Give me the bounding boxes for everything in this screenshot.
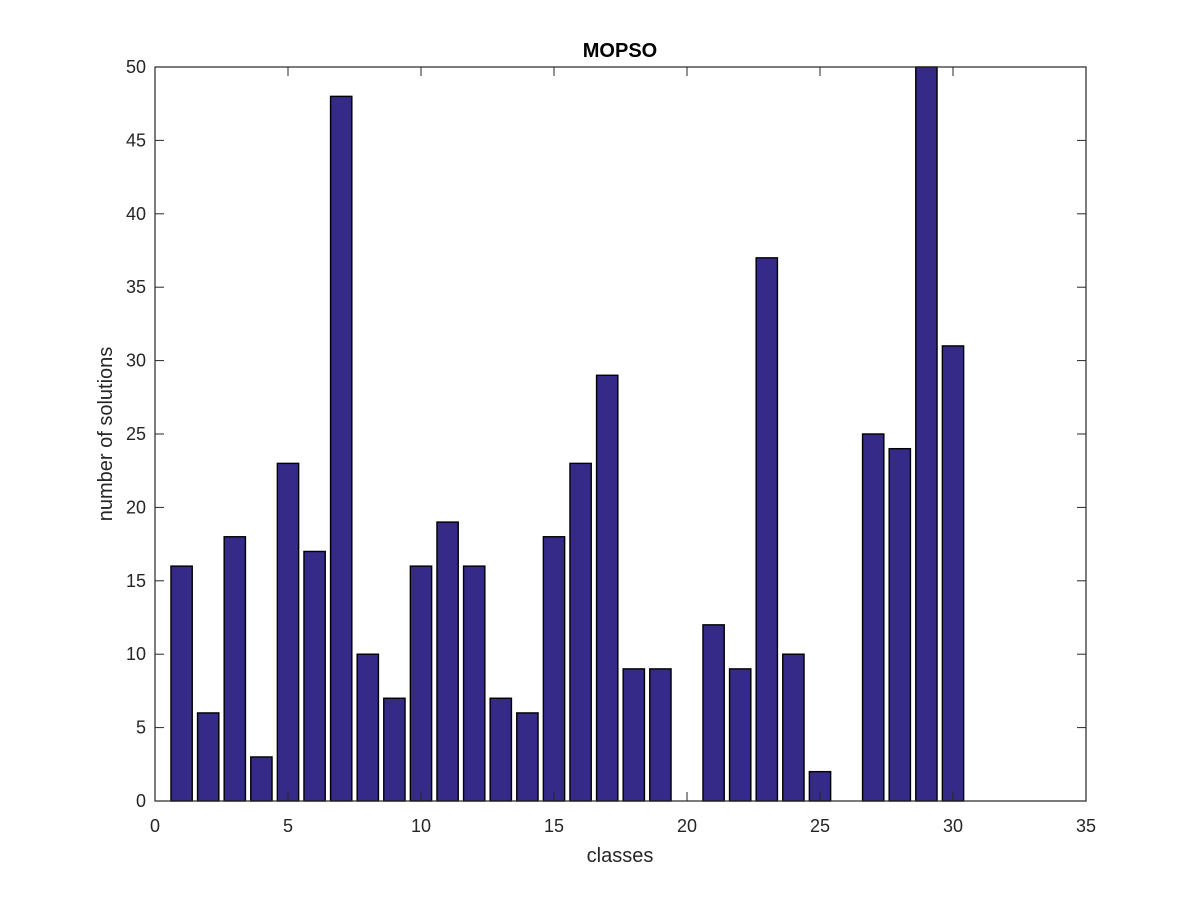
y-tick-label: 25 xyxy=(126,424,146,444)
bar xyxy=(356,653,380,802)
bar xyxy=(409,565,433,802)
bar xyxy=(250,756,273,802)
bar xyxy=(489,697,513,802)
x-tick-label: 0 xyxy=(150,816,160,836)
bar xyxy=(782,653,805,802)
bar xyxy=(223,536,247,802)
x-tick-label: 30 xyxy=(943,816,963,836)
bar xyxy=(383,697,406,802)
x-tick-label: 20 xyxy=(677,816,697,836)
bar xyxy=(569,462,592,802)
bar xyxy=(649,668,672,802)
bar xyxy=(276,462,300,802)
bar xyxy=(436,521,459,802)
y-tick-label: 15 xyxy=(126,571,146,591)
bar xyxy=(915,66,938,802)
bar xyxy=(329,95,353,802)
y-tick-label: 50 xyxy=(126,57,146,77)
bar xyxy=(196,712,220,802)
x-axis-label: classes xyxy=(587,845,654,867)
y-tick-label: 10 xyxy=(126,644,146,664)
bar xyxy=(941,345,965,802)
y-tick-label: 45 xyxy=(126,130,146,150)
bar xyxy=(622,668,646,802)
x-tick-label: 25 xyxy=(810,816,830,836)
y-tick-label: 40 xyxy=(126,204,146,224)
bar xyxy=(170,565,193,802)
bar xyxy=(728,668,752,802)
y-tick-label: 35 xyxy=(126,277,146,297)
y-tick-label: 20 xyxy=(126,497,146,517)
bar xyxy=(462,565,486,802)
y-tick-label: 0 xyxy=(136,791,146,811)
bar xyxy=(516,712,539,802)
bar xyxy=(542,536,566,802)
bar xyxy=(595,374,619,802)
y-tick-label: 30 xyxy=(126,351,146,371)
x-tick-label: 5 xyxy=(283,816,293,836)
chart-title: MOPSO xyxy=(583,40,657,62)
x-tick-label: 35 xyxy=(1076,816,1096,836)
y-tick-label: 5 xyxy=(136,718,146,738)
y-axis-label: number of solutions xyxy=(95,347,117,522)
bar xyxy=(755,257,779,802)
x-tick-label: 10 xyxy=(411,816,431,836)
bar xyxy=(861,433,885,802)
bar xyxy=(888,447,912,802)
bar xyxy=(303,550,326,802)
ticks-group: 0 5 10 15 20 25 30 35 0 5 10 15 20 25 30 35 40 45 50 xyxy=(126,57,1096,836)
x-tick-label: 15 xyxy=(544,816,564,836)
bar xyxy=(702,624,725,802)
